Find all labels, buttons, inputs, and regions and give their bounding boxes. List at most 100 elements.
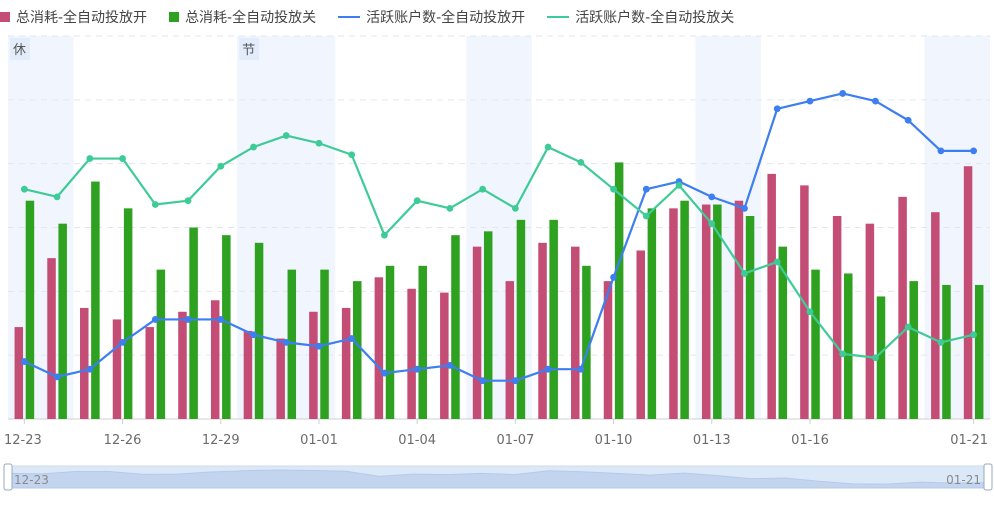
bar-spend-off[interactable]	[353, 281, 362, 419]
bar-spend-on[interactable]	[931, 212, 940, 419]
point-accounts-on[interactable]	[20, 358, 28, 365]
point-accounts-off[interactable]	[904, 323, 912, 331]
point-accounts-off[interactable]	[282, 132, 290, 139]
bar-spend-on[interactable]	[505, 281, 515, 419]
point-accounts-on[interactable]	[282, 339, 290, 346]
bar-spend-off[interactable]	[156, 269, 166, 419]
bar-spend-off[interactable]	[451, 235, 460, 419]
point-accounts-on[interactable]	[544, 365, 552, 373]
bar-spend-on[interactable]	[865, 223, 875, 419]
point-accounts-off[interactable]	[250, 143, 257, 151]
legend-item-spend-on[interactable]: 总消耗-全自动投放开	[0, 7, 147, 27]
point-accounts-off[interactable]	[446, 204, 454, 212]
bar-spend-on[interactable]	[767, 173, 776, 419]
bar-spend-off[interactable]	[58, 223, 67, 419]
bar-spend-on[interactable]	[80, 307, 89, 419]
point-accounts-off[interactable]	[20, 185, 28, 193]
bar-spend-on[interactable]	[276, 338, 285, 419]
point-accounts-off[interactable]	[151, 201, 159, 208]
point-accounts-on[interactable]	[348, 335, 356, 342]
bar-spend-on[interactable]	[309, 311, 318, 419]
bar-spend-off[interactable]	[614, 162, 624, 419]
point-accounts-on[interactable]	[217, 316, 225, 323]
point-accounts-on[interactable]	[53, 373, 61, 381]
point-accounts-off[interactable]	[184, 197, 192, 205]
point-accounts-off[interactable]	[544, 143, 552, 151]
bar-spend-off[interactable]	[91, 181, 100, 419]
point-accounts-off[interactable]	[348, 151, 356, 159]
point-accounts-off[interactable]	[839, 350, 847, 358]
point-accounts-on[interactable]	[642, 185, 650, 193]
point-accounts-on[interactable]	[446, 361, 454, 369]
point-accounts-off[interactable]	[119, 155, 126, 162]
bar-spend-off[interactable]	[844, 273, 853, 419]
bar-spend-off[interactable]	[713, 204, 722, 419]
bar-spend-on[interactable]	[832, 216, 842, 419]
bar-spend-off[interactable]	[25, 200, 35, 419]
legend-item-accounts-off[interactable]: 活跃账户数-全自动投放关	[547, 7, 734, 27]
bar-spend-on[interactable]	[701, 204, 711, 419]
point-accounts-off[interactable]	[53, 193, 61, 201]
bar-spend-off[interactable]	[582, 265, 591, 419]
bar-spend-on[interactable]	[734, 200, 744, 419]
bar-spend-on[interactable]	[341, 307, 351, 419]
legend-item-spend-off[interactable]: 总消耗-全自动投放关	[169, 7, 316, 27]
legend-item-accounts-on[interactable]: 活跃账户数-全自动投放开	[338, 7, 525, 27]
point-accounts-off[interactable]	[806, 308, 814, 316]
point-accounts-on[interactable]	[806, 97, 814, 105]
bar-spend-off[interactable]	[876, 296, 886, 419]
point-accounts-off[interactable]	[86, 155, 94, 162]
bar-spend-on[interactable]	[47, 258, 56, 419]
point-accounts-on[interactable]	[250, 331, 257, 339]
point-accounts-off[interactable]	[872, 354, 879, 362]
bar-spend-on[interactable]	[538, 242, 547, 419]
bar-spend-on[interactable]	[963, 166, 973, 419]
point-accounts-off[interactable]	[610, 185, 617, 193]
bar-spend-on[interactable]	[178, 311, 187, 419]
point-accounts-on[interactable]	[773, 105, 781, 113]
bar-spend-on[interactable]	[145, 327, 154, 419]
bar-spend-off[interactable]	[123, 208, 133, 419]
point-accounts-off[interactable]	[217, 162, 225, 170]
point-accounts-off[interactable]	[511, 204, 519, 212]
point-accounts-on[interactable]	[381, 369, 388, 377]
bar-spend-off[interactable]	[483, 231, 493, 419]
bar-spend-off[interactable]	[680, 200, 689, 419]
bar-spend-on[interactable]	[14, 327, 24, 419]
bar-spend-on[interactable]	[112, 319, 122, 419]
bar-spend-off[interactable]	[189, 227, 198, 420]
bar-spend-off[interactable]	[549, 219, 558, 419]
point-accounts-off[interactable]	[413, 197, 421, 205]
point-accounts-on[interactable]	[86, 365, 94, 373]
bar-spend-on[interactable]	[571, 246, 580, 419]
point-accounts-on[interactable]	[511, 377, 519, 385]
point-accounts-on[interactable]	[413, 365, 421, 373]
bar-spend-off[interactable]	[745, 216, 755, 419]
point-accounts-on[interactable]	[184, 316, 192, 323]
bar-spend-off[interactable]	[254, 242, 264, 419]
bar-spend-on[interactable]	[407, 288, 416, 419]
point-accounts-on[interactable]	[151, 316, 159, 323]
point-accounts-on[interactable]	[839, 90, 847, 97]
point-accounts-on[interactable]	[872, 97, 879, 105]
point-accounts-off[interactable]	[970, 331, 978, 339]
point-accounts-on[interactable]	[937, 147, 945, 155]
point-accounts-on[interactable]	[479, 377, 487, 385]
point-accounts-off[interactable]	[708, 220, 716, 228]
point-accounts-off[interactable]	[479, 185, 487, 193]
point-accounts-off[interactable]	[773, 258, 781, 266]
bar-spend-off[interactable]	[909, 281, 918, 419]
bar-spend-on[interactable]	[636, 250, 645, 419]
point-accounts-on[interactable]	[904, 116, 912, 124]
bar-spend-off[interactable]	[974, 284, 984, 419]
point-accounts-off[interactable]	[675, 181, 683, 189]
point-accounts-on[interactable]	[610, 273, 617, 281]
bar-spend-off[interactable]	[778, 246, 788, 419]
point-accounts-off[interactable]	[381, 231, 388, 239]
bar-spend-on[interactable]	[603, 281, 613, 419]
point-accounts-on[interactable]	[119, 339, 126, 346]
bar-spend-off[interactable]	[222, 235, 231, 419]
point-accounts-on[interactable]	[741, 204, 748, 212]
bar-spend-on[interactable]	[440, 292, 449, 419]
point-accounts-off[interactable]	[577, 158, 585, 166]
